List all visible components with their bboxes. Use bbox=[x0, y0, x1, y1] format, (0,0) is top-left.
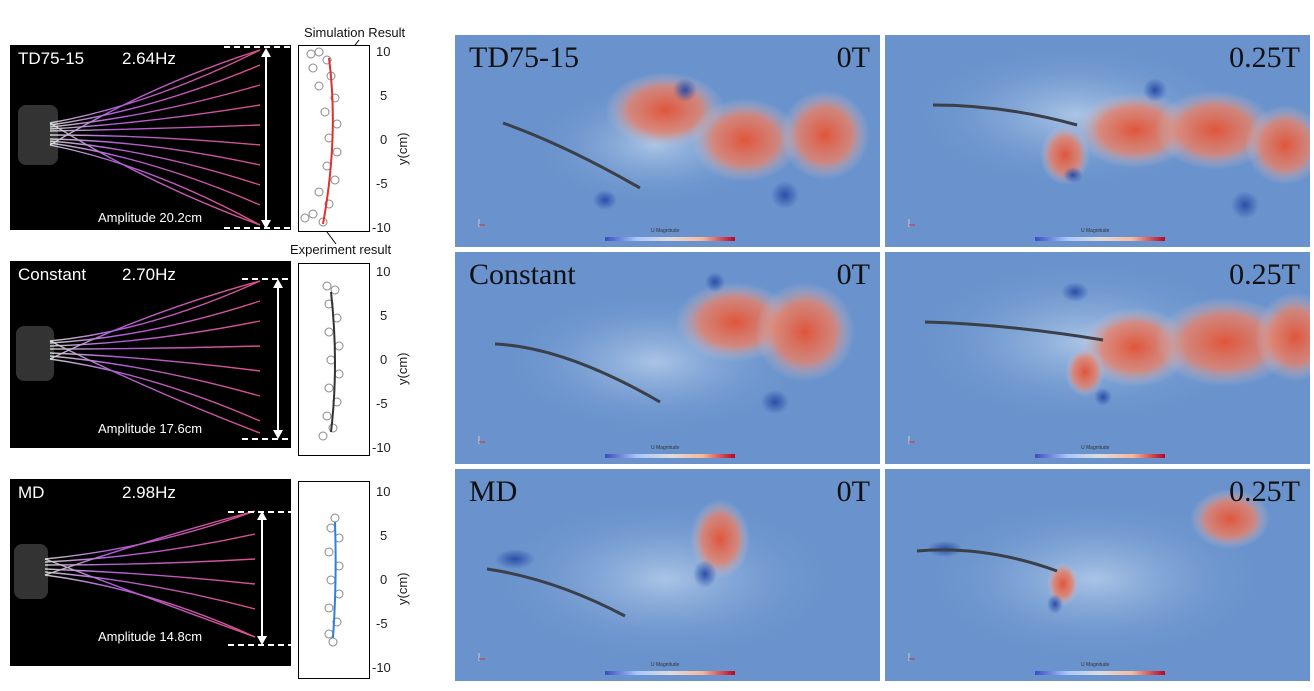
fin-trajectory-image bbox=[14, 510, 291, 646]
y-tick: 5 bbox=[380, 88, 388, 103]
y-tick: -5 bbox=[376, 616, 388, 631]
time-label: 0.25T bbox=[1229, 41, 1300, 74]
cfd-panel-td75-0t: TD75-15 0T U Magnitude bbox=[455, 35, 880, 247]
colorbar bbox=[605, 454, 735, 458]
colorbar bbox=[605, 237, 735, 241]
cfd-panel-constant-025t: 0.25T U Magnitude bbox=[885, 252, 1310, 464]
axes-triad-icon bbox=[908, 653, 915, 661]
colorbar-title: U Magnitude bbox=[1081, 228, 1110, 234]
velocity-field bbox=[885, 469, 1310, 681]
time-label: 0T bbox=[836, 258, 870, 291]
photo-amplitude: Amplitude 17.6cm bbox=[98, 421, 203, 436]
colorbar-title: U Magnitude bbox=[651, 228, 680, 234]
colorbar bbox=[1035, 237, 1165, 241]
photo-frequency: 2.64Hz bbox=[122, 49, 176, 68]
experiment-annotation: Experiment result bbox=[290, 242, 392, 257]
y-tick: 5 bbox=[380, 528, 388, 543]
axes-triad-icon bbox=[478, 436, 485, 444]
axes-triad-icon bbox=[478, 653, 485, 661]
colorbar bbox=[1035, 454, 1165, 458]
axes-triad-icon bbox=[908, 219, 915, 227]
photo-amplitude: Amplitude 20.2cm bbox=[98, 210, 203, 225]
y-tick: 10 bbox=[376, 484, 391, 499]
time-label: 0.25T bbox=[1229, 258, 1300, 291]
y-tick: 0 bbox=[380, 352, 388, 367]
velocity-field bbox=[885, 252, 1310, 464]
case-label: MD bbox=[469, 475, 518, 508]
trajectory-plot-area bbox=[318, 281, 344, 441]
velocity-field bbox=[455, 252, 880, 464]
trajectory-plot-area bbox=[300, 47, 342, 227]
simulation-annotation: Simulation Result bbox=[304, 25, 406, 40]
photo-panel-td75: TD75-15 2.64Hz Amplitude 20.2cm bbox=[10, 45, 291, 230]
photo-panel-constant: Constant 2.70Hz Amplitude 17.6cm bbox=[10, 261, 291, 448]
y-axis-label: y(cm) bbox=[395, 352, 410, 386]
trajectory-plot-constant bbox=[298, 263, 370, 456]
y-axis-label: y(cm) bbox=[395, 572, 410, 606]
cfd-panel-md-0t: MD 0T U Magnitude bbox=[455, 469, 880, 681]
time-label: 0T bbox=[836, 475, 870, 508]
photo-label: MD bbox=[18, 483, 45, 502]
time-label: 0T bbox=[836, 41, 870, 74]
trajectory-plot-area bbox=[324, 513, 344, 647]
cfd-panel-md-025t: 0.25T U Magnitude bbox=[885, 469, 1310, 681]
y-tick: -10 bbox=[372, 660, 391, 675]
velocity-field bbox=[455, 469, 880, 681]
y-tick: -5 bbox=[376, 176, 388, 191]
photo-label: TD75-15 bbox=[18, 49, 85, 68]
colorbar bbox=[605, 671, 735, 675]
photo-frequency: 2.98Hz bbox=[122, 483, 176, 502]
case-label: Constant bbox=[469, 258, 576, 291]
photo-amplitude: Amplitude 14.8cm bbox=[98, 629, 203, 644]
y-tick: -5 bbox=[376, 396, 388, 411]
y-tick: 0 bbox=[380, 132, 388, 147]
fin-trajectory-image bbox=[18, 46, 291, 229]
velocity-field bbox=[455, 35, 880, 247]
colorbar-title: U Magnitude bbox=[1081, 445, 1110, 451]
colorbar-title: U Magnitude bbox=[651, 662, 680, 668]
y-axis-label: y(cm) bbox=[395, 132, 410, 166]
time-label: 0.25T bbox=[1229, 475, 1300, 508]
trajectory-plot-td75 bbox=[298, 45, 370, 232]
y-tick: -10 bbox=[372, 440, 391, 455]
colorbar-title: U Magnitude bbox=[1081, 662, 1110, 668]
colorbar bbox=[1035, 671, 1165, 675]
y-tick: 0 bbox=[380, 572, 388, 587]
colorbar-title: U Magnitude bbox=[651, 445, 680, 451]
fin-trajectory-image bbox=[16, 278, 291, 440]
axes-triad-icon bbox=[478, 219, 485, 227]
photo-label: Constant bbox=[18, 265, 87, 284]
y-tick: -10 bbox=[372, 220, 391, 235]
y-tick: 10 bbox=[376, 44, 391, 59]
photo-panel-md: MD 2.98Hz Amplitude 14.8cm bbox=[10, 479, 291, 666]
photo-frequency: 2.70Hz bbox=[122, 265, 176, 284]
velocity-field bbox=[885, 35, 1310, 247]
trajectory-plot-md bbox=[298, 481, 370, 679]
axes-triad-icon bbox=[908, 436, 915, 444]
cfd-panel-constant-0t: Constant 0T U Magnitude bbox=[455, 252, 880, 464]
y-tick: 5 bbox=[380, 308, 388, 323]
y-tick: 10 bbox=[376, 264, 391, 279]
case-label: TD75-15 bbox=[469, 41, 579, 74]
cfd-panel-td75-025t: 0.25T U Magnitude bbox=[885, 35, 1310, 247]
